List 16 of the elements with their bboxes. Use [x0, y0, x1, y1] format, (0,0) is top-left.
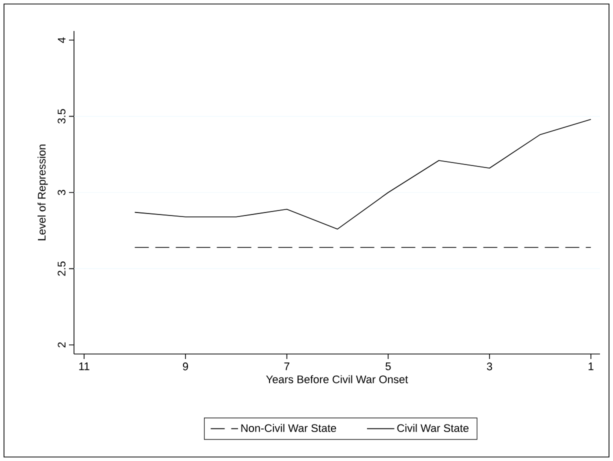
legend-label: Non-Civil War State [241, 424, 336, 432]
y-tick-label: 3 [58, 190, 66, 196]
legend-label: Civil War State [397, 424, 469, 432]
y-axis-title: Level of Repression [38, 144, 48, 240]
y-tick-label: 3.5 [58, 109, 66, 124]
x-tick-label: 5 [386, 362, 391, 370]
x-tick-label: 7 [284, 362, 290, 370]
x-axis-title: Years Before Civil War Onset [266, 375, 408, 384]
x-tick-label: 9 [182, 362, 188, 370]
line-series [134, 118, 592, 230]
x-tick-label: 11 [79, 362, 90, 370]
y-tick-label: 2 [58, 342, 66, 348]
y-tick-label: 2.5 [58, 262, 66, 276]
y-tick-label: 4 [58, 37, 66, 43]
x-tick-label: 3 [486, 362, 492, 370]
x-tick-label: 1 [588, 362, 594, 370]
